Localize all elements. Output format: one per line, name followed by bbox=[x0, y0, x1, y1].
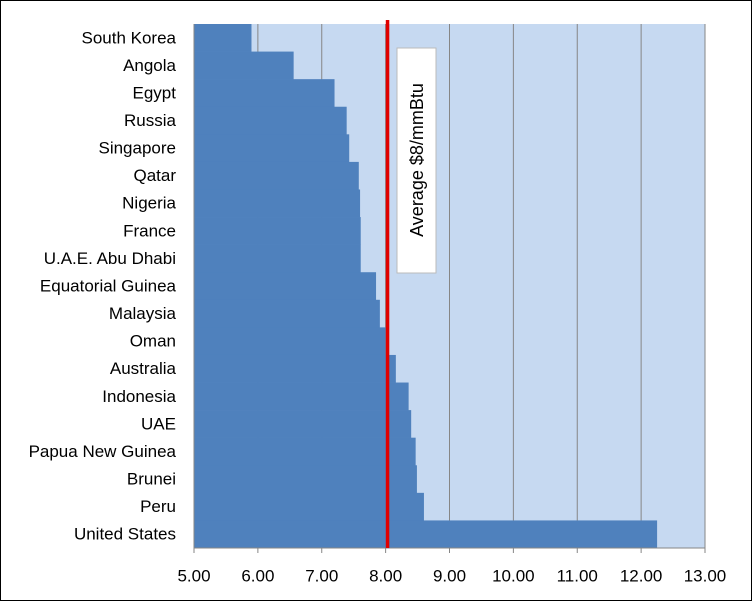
bar bbox=[194, 354, 396, 383]
y-tick-label: U.A.E. Abu Dhabi bbox=[44, 249, 176, 268]
y-tick-label: Papua New Guinea bbox=[29, 442, 177, 461]
y-tick-label: Brunei bbox=[127, 470, 176, 489]
y-tick-label: Oman bbox=[130, 332, 176, 351]
bar bbox=[194, 79, 335, 108]
bar bbox=[194, 272, 377, 301]
x-tick-label: 6.00 bbox=[241, 566, 274, 585]
y-tick-label: Australia bbox=[110, 359, 177, 378]
x-tick-label: 13.00 bbox=[684, 566, 727, 585]
bar bbox=[194, 189, 361, 218]
bar bbox=[194, 410, 412, 438]
x-tick-label: 12.00 bbox=[620, 566, 663, 585]
bar bbox=[194, 492, 424, 521]
y-tick-label: Qatar bbox=[133, 166, 176, 185]
bar bbox=[194, 217, 361, 245]
y-tick-label: Malaysia bbox=[109, 304, 177, 323]
bar bbox=[194, 244, 361, 273]
y-tick-label: South Korea bbox=[81, 28, 176, 47]
x-tick-label: 9.00 bbox=[433, 566, 466, 585]
y-tick-label: Egypt bbox=[133, 83, 177, 102]
y-tick-label: United States bbox=[74, 525, 176, 544]
bar bbox=[194, 24, 252, 52]
bar bbox=[194, 134, 350, 163]
bar bbox=[194, 520, 658, 549]
y-tick-label: France bbox=[123, 221, 176, 240]
y-tick-label: Russia bbox=[124, 111, 177, 130]
x-tick-label: 5.00 bbox=[177, 566, 210, 585]
x-tick-label: 8.00 bbox=[369, 566, 402, 585]
annotation-box bbox=[396, 47, 437, 274]
y-tick-label: Angola bbox=[123, 56, 176, 75]
bar bbox=[194, 299, 380, 328]
y-tick-label: UAE bbox=[141, 414, 176, 433]
y-tick-label: Nigeria bbox=[122, 194, 176, 213]
x-tick-label: 7.00 bbox=[305, 566, 338, 585]
y-tick-label: Peru bbox=[140, 497, 176, 516]
y-tick-label: Indonesia bbox=[102, 387, 176, 406]
bar bbox=[194, 327, 386, 356]
bar bbox=[194, 465, 417, 494]
x-tick-label: 11.00 bbox=[557, 566, 598, 585]
bar bbox=[194, 382, 409, 411]
annotation: Average $8/mmBtu bbox=[407, 83, 427, 237]
bar bbox=[194, 161, 359, 190]
bar bbox=[194, 51, 294, 80]
bar bbox=[194, 106, 347, 135]
y-tick-label: Equatorial Guinea bbox=[40, 276, 177, 295]
y-tick-label: Singapore bbox=[98, 139, 176, 158]
x-tick-label: 10.00 bbox=[492, 566, 535, 585]
bar bbox=[194, 437, 416, 466]
